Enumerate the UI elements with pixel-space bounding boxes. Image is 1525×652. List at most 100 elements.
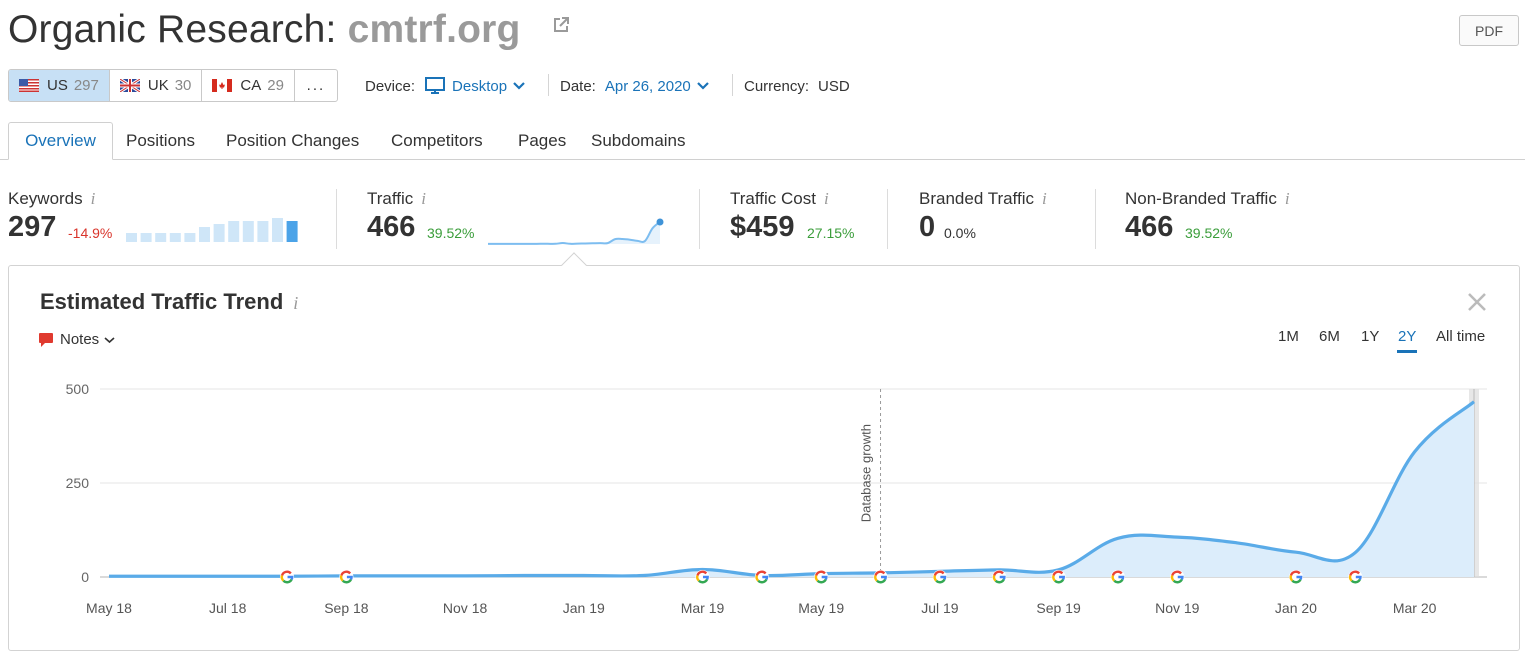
google-marker-blue [999, 575, 1006, 580]
currency-value: USD [818, 77, 850, 95]
divider [1095, 189, 1096, 249]
info-icon[interactable]: i [421, 189, 427, 208]
database-count: 297 [73, 77, 99, 94]
traffic-label: Traffic i [367, 189, 427, 208]
google-marker-green [1291, 578, 1302, 584]
database-ca[interactable]: CA 29 [202, 70, 295, 101]
traffic-cost-label: Traffic Cost i [730, 189, 829, 208]
tab-pages[interactable]: Pages [518, 131, 567, 150]
database-count: 30 [174, 77, 192, 94]
google-marker-yellow [696, 575, 700, 582]
google-marker-yellow [874, 575, 878, 582]
google-marker-green [1350, 578, 1361, 584]
info-icon[interactable]: i [823, 189, 829, 208]
notes-dropdown[interactable]: Notes [38, 331, 115, 348]
non-branded-traffic-label: Non-Branded Traffic i [1125, 189, 1290, 208]
traffic-trend-panel [8, 265, 1520, 651]
keywords-spark-bar [286, 221, 298, 242]
domain-name[interactable]: cmtrf.org [347, 8, 521, 51]
more-databases-button[interactable]: ... [306, 77, 326, 94]
traffic-value: 466 [367, 211, 416, 243]
date-filter[interactable]: Date: Apr 26, 2020 [560, 76, 709, 96]
annotation-label: Database growth [859, 424, 874, 522]
tab-positions[interactable]: Positions [126, 131, 195, 150]
branded-traffic-label: Branded Traffic i [919, 189, 1047, 208]
range-1y[interactable]: 1Y [1361, 328, 1380, 345]
google-marker-green [341, 578, 353, 584]
keywords-value: 297 [8, 211, 57, 243]
page-title-prefix: Organic Research: [8, 8, 337, 51]
google-marker-yellow [1111, 575, 1116, 582]
google-marker-blue [821, 575, 828, 580]
info-icon[interactable]: i [293, 293, 299, 313]
google-update-icon [1051, 570, 1066, 584]
google-marker-yellow [280, 575, 285, 582]
tab-subdomains[interactable]: Subdomains [591, 131, 686, 150]
divider [548, 74, 549, 96]
google-marker-yellow [1052, 575, 1056, 582]
google-marker-yellow [1289, 575, 1294, 582]
tab-overview[interactable]: Overview [8, 122, 113, 160]
google-marker-blue [702, 575, 709, 580]
external-link-icon[interactable] [552, 16, 570, 34]
x-tick-label: Jan 19 [563, 600, 605, 616]
google-update-icon [932, 570, 947, 584]
traffic-cost-change: 27.15% [807, 225, 855, 241]
pdf-button[interactable]: PDF [1459, 15, 1519, 46]
uk-flag-icon [119, 79, 140, 92]
database-uk[interactable]: UK 30 [110, 70, 203, 101]
x-tick-label: Jul 18 [209, 600, 247, 616]
range-1m[interactable]: 1M [1278, 328, 1299, 345]
google-marker-blue [1059, 575, 1065, 580]
info-icon[interactable]: i [90, 189, 96, 208]
google-marker-green [816, 578, 827, 584]
google-update-icon [1348, 570, 1363, 584]
database-us[interactable]: US 297 [9, 70, 110, 101]
google-marker-red [755, 570, 767, 577]
device-filter[interactable]: Device: Desktop [365, 76, 525, 96]
info-icon[interactable]: i [1284, 189, 1290, 208]
keywords-label: Keywords i [8, 189, 96, 208]
traffic-spark-end-point [656, 218, 664, 226]
google-update-icon [1170, 570, 1185, 584]
chevron-down-icon [104, 336, 115, 343]
info-icon[interactable]: i [1041, 189, 1047, 208]
ca-flag-icon [212, 79, 233, 92]
range-6m[interactable]: 6M [1319, 328, 1340, 345]
branded-traffic-change: 0.0% [944, 225, 976, 241]
database-code: CA [240, 77, 262, 94]
keywords-spark-bar [169, 233, 181, 242]
google-update-icon [280, 570, 295, 584]
google-marker-blue [940, 575, 947, 580]
google-update-icon [1288, 570, 1303, 584]
x-tick-label: May 19 [798, 600, 844, 616]
y-tick-label: 0 [81, 569, 89, 585]
currency-label: Currency: [744, 77, 810, 95]
google-update-icon [754, 570, 769, 584]
google-marker-green [698, 578, 709, 584]
google-marker-red [993, 570, 1004, 577]
google-update-icon [695, 570, 710, 584]
x-tick-label: Jan 20 [1275, 600, 1317, 616]
keywords-change: -14.9% [68, 225, 113, 241]
x-tick-label: Jul 19 [921, 600, 959, 616]
google-marker-green [876, 578, 887, 584]
divider [887, 189, 888, 249]
google-marker-green [282, 578, 293, 584]
range-all-time[interactable]: All time [1436, 328, 1486, 345]
database-code: US [47, 77, 68, 94]
google-marker-red [1289, 570, 1301, 577]
google-marker-green [757, 578, 768, 584]
google-marker-red [696, 570, 708, 577]
traffic-change: 39.52% [427, 225, 475, 241]
us-flag-icon [19, 79, 39, 92]
google-marker-red [1052, 570, 1064, 577]
close-icon[interactable] [1466, 291, 1488, 313]
range-2y[interactable]: 2Y [1398, 328, 1417, 345]
tab-position-changes[interactable]: Position Changes [226, 131, 360, 150]
traffic-spark-line [488, 221, 661, 245]
tab-competitors[interactable]: Competitors [391, 131, 483, 150]
date-value: Apr 26, 2020 [604, 77, 691, 95]
tabs-divider [0, 159, 1525, 160]
google-marker-yellow [814, 575, 819, 582]
